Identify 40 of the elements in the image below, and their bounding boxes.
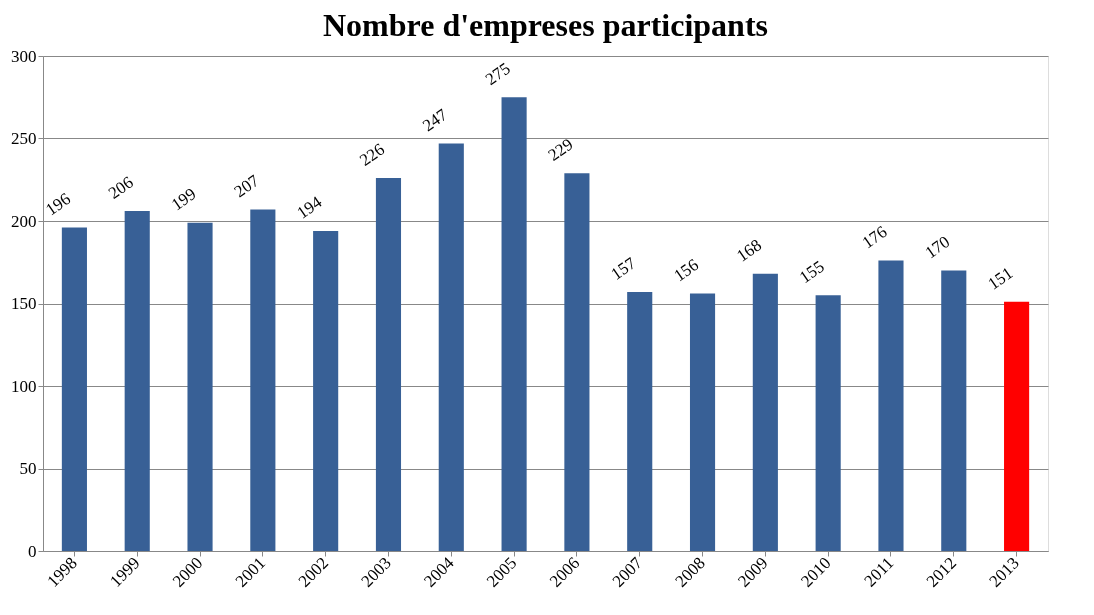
y-tick-label: 0 <box>28 541 37 561</box>
bar <box>752 273 778 551</box>
data-label: 229 <box>544 134 577 165</box>
bar <box>250 209 276 551</box>
data-label: 207 <box>230 170 263 202</box>
bar <box>564 173 590 551</box>
bar <box>124 211 150 551</box>
bar <box>501 97 527 551</box>
y-tick-label: 200 <box>11 211 37 231</box>
data-label: 196 <box>42 189 74 220</box>
y-tick-label: 300 <box>11 46 37 66</box>
chart-title: Nombre d'empreses participants <box>322 7 769 43</box>
bar <box>61 227 87 551</box>
bar <box>187 222 213 551</box>
data-label: 170 <box>921 232 954 263</box>
data-label: 155 <box>795 256 828 287</box>
bar <box>941 270 967 551</box>
data-label: 194 <box>293 192 326 223</box>
data-label: 156 <box>670 255 703 286</box>
y-tick-label: 50 <box>19 459 37 478</box>
y-tick-label: 100 <box>11 376 37 396</box>
bar <box>1004 301 1030 551</box>
data-label: 151 <box>984 263 1017 294</box>
data-label: 176 <box>858 222 891 253</box>
bar <box>375 178 402 551</box>
data-label: 199 <box>167 184 200 215</box>
bar <box>689 293 716 551</box>
data-label: 275 <box>481 58 514 89</box>
bar <box>878 260 904 551</box>
bar <box>438 143 464 551</box>
bar <box>815 295 841 551</box>
data-label: 157 <box>607 253 640 284</box>
y-tick-label: 250 <box>11 129 37 148</box>
data-label: 247 <box>419 104 452 136</box>
data-label: 206 <box>104 172 137 203</box>
data-label: 226 <box>356 139 389 170</box>
data-label: 168 <box>733 235 765 266</box>
y-tick-label: 150 <box>11 294 37 313</box>
bar <box>627 291 653 551</box>
bar <box>313 230 339 551</box>
